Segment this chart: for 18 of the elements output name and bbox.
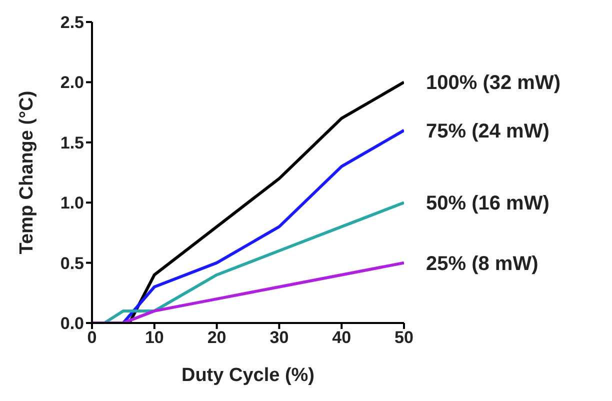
y-tick-label: 1.0 [60, 194, 84, 213]
x-axis-title: Duty Cycle (%) [181, 365, 315, 386]
series-label: 75% (24 mW) [426, 120, 550, 142]
series-label: 100% (32 mW) [426, 72, 560, 94]
x-tick-label: 50 [394, 328, 414, 348]
y-tick-label: 0.0 [60, 314, 84, 334]
x-tick-label: 0 [87, 328, 97, 348]
y-axis-title: Temp Change (°C) [16, 90, 38, 254]
y-tick-label: 2.0 [60, 73, 84, 92]
x-tick-label: 20 [207, 328, 226, 348]
series-label: 50% (16 mW) [426, 192, 550, 215]
series-label: 25% (8 mW) [426, 252, 538, 275]
y-tick-label: 2.5 [60, 13, 84, 32]
y-tick-label: 1.5 [60, 133, 84, 152]
x-tick-label: 10 [144, 328, 164, 348]
x-tick-label: 40 [332, 328, 352, 348]
y-tick-label: 0.5 [60, 254, 84, 273]
x-tick-label: 30 [270, 328, 289, 348]
